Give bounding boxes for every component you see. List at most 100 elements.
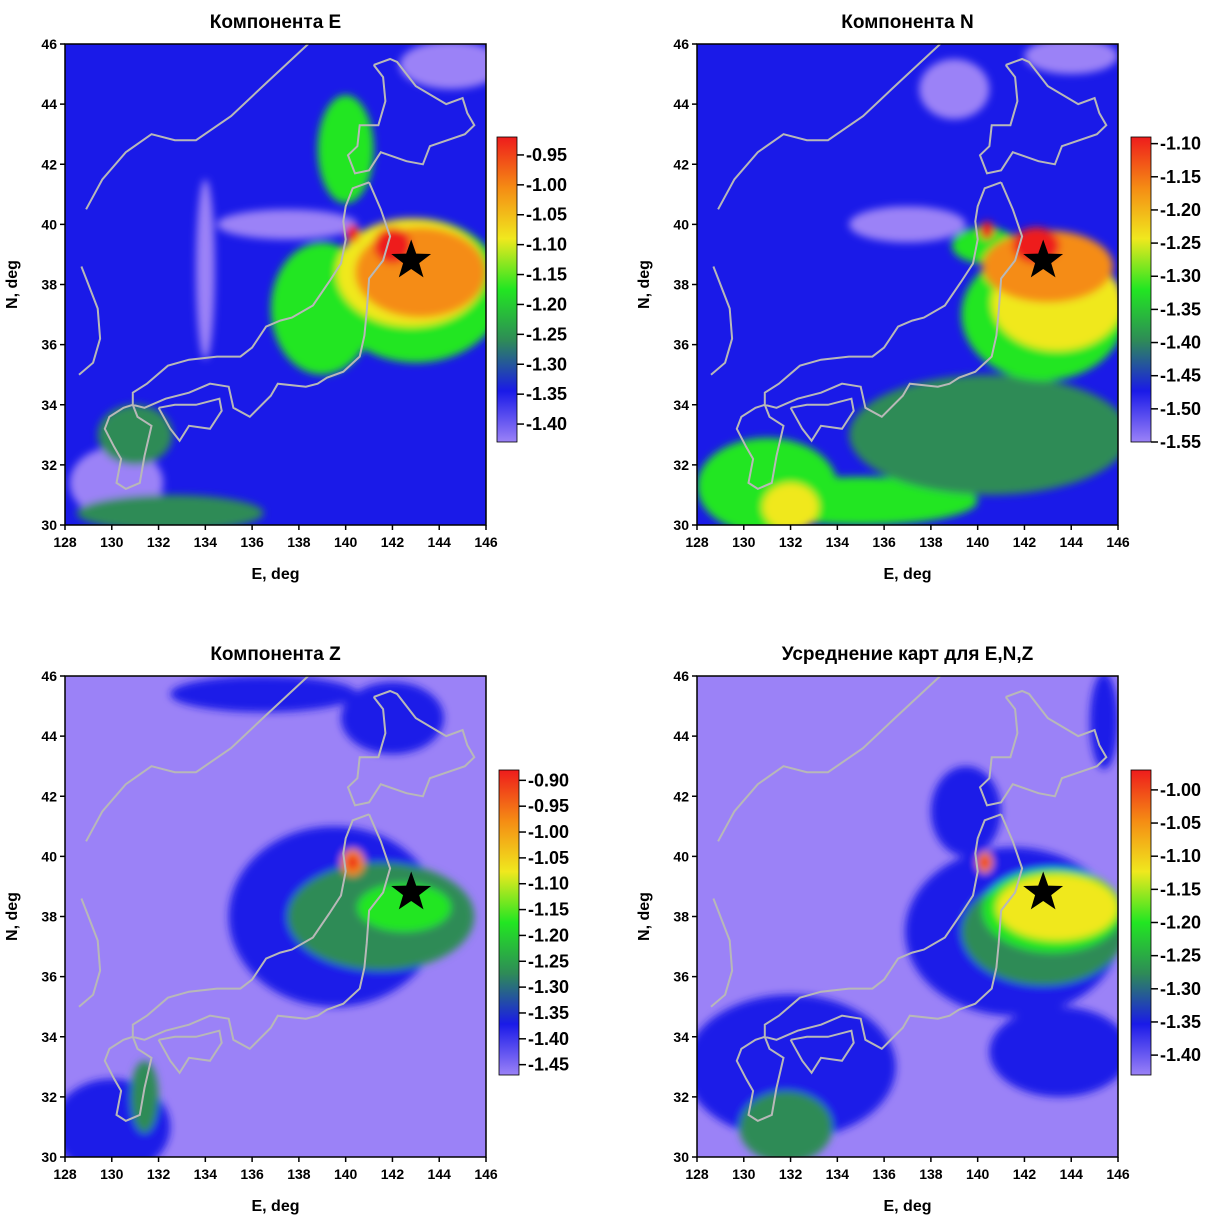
colorbar-label: -0.95 (526, 145, 567, 165)
y-tick-label: 46 (673, 668, 689, 684)
heat-region (170, 676, 358, 713)
x-tick-label: 146 (474, 534, 498, 550)
heat-region (919, 59, 990, 120)
x-tick-label: 144 (1060, 534, 1084, 550)
heat-region (1024, 44, 1118, 75)
colorbar (496, 136, 518, 443)
map-panel-1: Компонента E 128 130 132 134 136 138 140 142 144 1… (4, 12, 567, 583)
x-tick-label: 140 (334, 534, 358, 550)
heat-region (76, 494, 264, 525)
coastline (157, 397, 223, 443)
coastline (346, 57, 476, 175)
coastline (717, 44, 941, 210)
map-panel-4: Усреднение карт для E,N,Z 128 130 132 134 136… (636, 644, 1201, 1215)
y-tick-label: 32 (673, 457, 689, 473)
colorbar (498, 769, 520, 1076)
colorbar-label: -1.20 (528, 925, 569, 945)
y-axis-label: N, deg (636, 892, 653, 941)
x-tick-label: 128 (685, 534, 709, 550)
heat-region (345, 224, 360, 243)
x-tick-label: 140 (334, 1166, 358, 1182)
colorbar-label: -1.05 (528, 848, 569, 868)
y-tick-label: 32 (673, 1089, 689, 1105)
colorbar-label: -1.50 (1160, 399, 1201, 419)
coastline (735, 1035, 785, 1123)
colorbar-label: -1.35 (526, 384, 567, 404)
x-tick-label: 130 (732, 534, 756, 550)
colorbar-label: -1.25 (1160, 233, 1201, 253)
heat-region (980, 856, 990, 869)
y-tick-label: 44 (673, 96, 689, 112)
x-tick-label: 146 (1106, 1166, 1130, 1182)
y-tick-label: 46 (41, 668, 57, 684)
colorbar-label: -1.30 (1160, 979, 1201, 999)
x-tick-label: 144 (428, 1166, 452, 1182)
x-tick-label: 138 (919, 534, 943, 550)
x-tick-label: 146 (474, 1166, 498, 1182)
coastline (978, 689, 1108, 807)
y-tick-label: 30 (673, 517, 689, 533)
coastline (85, 676, 309, 842)
x-tick-label: 134 (194, 1166, 218, 1182)
x-tick-label: 128 (53, 1166, 77, 1182)
x-tick-label: 136 (872, 534, 896, 550)
coastline (978, 57, 1108, 175)
y-tick-label: 46 (673, 36, 689, 52)
coastline (710, 898, 734, 1008)
x-axis-label: E, deg (883, 1198, 931, 1215)
x-tick-label: 138 (287, 1166, 311, 1182)
x-tick-label: 132 (147, 1166, 171, 1182)
x-tick-label: 140 (966, 1166, 990, 1182)
heat-region (849, 374, 1118, 495)
heat-region (762, 482, 819, 525)
y-tick-label: 42 (41, 156, 57, 172)
colorbar-label: -1.10 (528, 874, 569, 894)
y-tick-label: 34 (41, 397, 57, 413)
colorbar-label: -1.40 (528, 1029, 569, 1049)
colorbar-label: -0.95 (528, 796, 569, 816)
y-tick-label: 40 (673, 848, 689, 864)
map-panel-2: Компонента N 128 130 132 134 136 138 140 142 144 1… (636, 12, 1201, 583)
y-axis-label: N, deg (4, 260, 21, 309)
colorbar-label: -1.20 (1160, 913, 1201, 933)
x-tick-label: 136 (240, 1166, 264, 1182)
y-tick-label: 42 (41, 788, 57, 804)
coastline (763, 181, 1024, 419)
colorbar-label: -1.25 (526, 324, 567, 344)
heat-region (849, 206, 966, 243)
coastline (78, 898, 102, 1008)
map-panel-3: Компонента Z 128 130 132 134 136 138 140 142 144 1… (4, 644, 569, 1215)
coastline (103, 1035, 153, 1123)
x-tick-label: 138 (919, 1166, 943, 1182)
epicenter-star-icon (391, 239, 432, 278)
colorbar-label: -1.45 (1160, 366, 1201, 386)
colorbar-label: -1.40 (1160, 333, 1201, 353)
colorbar-label: -1.15 (1160, 167, 1201, 187)
coastline (789, 397, 855, 443)
colorbar-label: -1.00 (1160, 780, 1201, 800)
panel-title: Усреднение карт для E,N,Z (782, 644, 1034, 665)
y-axis-label: N, deg (4, 892, 21, 941)
x-tick-label: 134 (826, 534, 850, 550)
colorbar-label: -1.35 (528, 1003, 569, 1023)
x-tick-label: 142 (381, 1166, 405, 1182)
y-tick-label: 36 (673, 337, 689, 353)
y-tick-label: 30 (41, 1149, 57, 1165)
y-tick-label: 46 (41, 36, 57, 52)
x-tick-label: 130 (732, 1166, 756, 1182)
x-tick-label: 144 (1060, 1166, 1084, 1182)
heatmap-field (65, 676, 486, 1157)
coastline (717, 676, 941, 842)
x-tick-label: 138 (287, 534, 311, 550)
x-tick-label: 142 (381, 534, 405, 550)
x-tick-label: 130 (100, 1166, 124, 1182)
coastline (710, 266, 734, 376)
y-tick-label: 44 (673, 728, 689, 744)
x-tick-label: 140 (966, 534, 990, 550)
colorbar-label: -1.25 (528, 951, 569, 971)
colorbar-label: -1.10 (1160, 134, 1201, 154)
heatmap-field (697, 676, 1118, 1157)
colorbar-label: -1.35 (1160, 1012, 1201, 1032)
y-tick-label: 40 (673, 216, 689, 232)
